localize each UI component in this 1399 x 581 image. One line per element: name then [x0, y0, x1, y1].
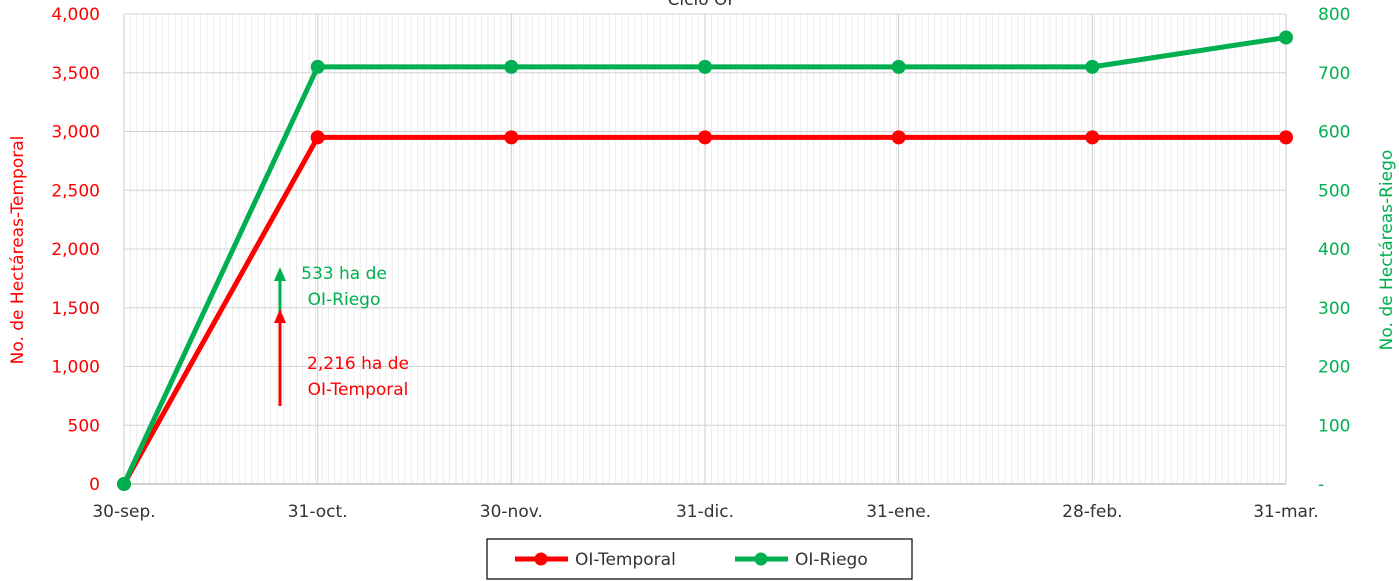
data-point-oi-temporal — [1279, 130, 1293, 145]
left-tick-label: 1,000 — [51, 358, 100, 378]
left-tick-label: 500 — [68, 416, 100, 436]
data-point-oi-temporal — [891, 130, 906, 145]
left-axis-title: No. de Hectáreas-Temporal — [8, 136, 28, 365]
x-tick-label: 28-feb. — [1062, 502, 1122, 522]
annotation-temporal-line1: 2,216 ha de — [307, 354, 409, 374]
left-tick-label: 3,000 — [51, 123, 100, 143]
right-tick-label: 200 — [1318, 358, 1350, 378]
arrow-head-icon — [274, 309, 286, 323]
x-tick-label: 31-mar. — [1253, 502, 1319, 522]
annotation-temporal-line2: OI-Temporal — [308, 380, 409, 400]
left-axis-ticks: 0 500 1,000 1,500 2,000 2,500 3,000 3,500 4,000 — [51, 5, 100, 495]
left-tick-label: 2,000 — [51, 240, 100, 260]
data-point-oi-riego — [698, 59, 712, 74]
right-axis-ticks: - 100 200 300 400 500 600 700 800 — [1318, 5, 1350, 495]
data-point-oi-riego — [310, 59, 325, 74]
chart-grid — [123, 13, 1287, 485]
data-point-oi-temporal — [310, 130, 325, 145]
right-tick-label: 300 — [1318, 299, 1350, 319]
data-point-oi-riego — [1279, 30, 1293, 45]
data-point-oi-riego — [1085, 59, 1100, 74]
x-tick-label: 31-ene. — [866, 502, 931, 522]
right-tick-label: - — [1318, 475, 1324, 495]
data-point-oi-riego — [891, 59, 906, 74]
right-axis-title: No. de Hectáreas-Riego — [1377, 150, 1397, 351]
left-tick-label: 4,000 — [51, 5, 100, 25]
x-tick-label: 31-oct. — [288, 502, 348, 522]
legend-marker-riego — [754, 552, 768, 566]
left-tick-label: 3,500 — [51, 64, 100, 84]
x-tick-label: 30-sep. — [92, 502, 155, 522]
annotation-riego-line2: OI-Riego — [308, 290, 381, 310]
data-point-oi-temporal — [1085, 130, 1100, 145]
data-point-oi-riego — [117, 477, 131, 491]
left-tick-label: 1,500 — [51, 299, 100, 319]
data-point-oi-riego — [504, 59, 519, 74]
arrow-head-icon — [274, 267, 286, 281]
chart-title: Ciclo OI — [668, 0, 733, 10]
right-tick-label: 800 — [1318, 5, 1350, 25]
legend: OI-Temporal OI-Riego — [486, 538, 913, 580]
legend-label-temporal: OI-Temporal — [575, 550, 676, 570]
annotation-riego-line1: 533 ha de — [301, 264, 387, 284]
right-tick-label: 100 — [1318, 416, 1350, 436]
series-layer — [117, 30, 1293, 491]
data-point-oi-temporal — [698, 130, 712, 145]
x-tick-label: 30-nov. — [480, 502, 543, 522]
right-tick-label: 700 — [1318, 64, 1350, 84]
legend-label-riego: OI-Riego — [795, 550, 868, 570]
series-oi-riego — [117, 30, 1293, 491]
annotation-riego: 533 ha de OI-Riego — [274, 264, 387, 315]
right-tick-label: 400 — [1318, 240, 1350, 260]
right-tick-label: 600 — [1318, 123, 1350, 143]
annotation-temporal: 2,216 ha de OI-Temporal — [274, 309, 409, 406]
x-tick-label: 31-dic. — [676, 502, 734, 522]
left-tick-label: 2,500 — [51, 181, 100, 201]
legend-marker-temporal — [534, 552, 548, 566]
left-tick-label: 0 — [89, 475, 100, 495]
right-tick-label: 500 — [1318, 181, 1350, 201]
data-point-oi-temporal — [504, 130, 519, 145]
x-axis-ticks: 30-sep. 31-oct. 30-nov. 31-dic. 31-ene. 28-fe… — [92, 502, 1318, 522]
